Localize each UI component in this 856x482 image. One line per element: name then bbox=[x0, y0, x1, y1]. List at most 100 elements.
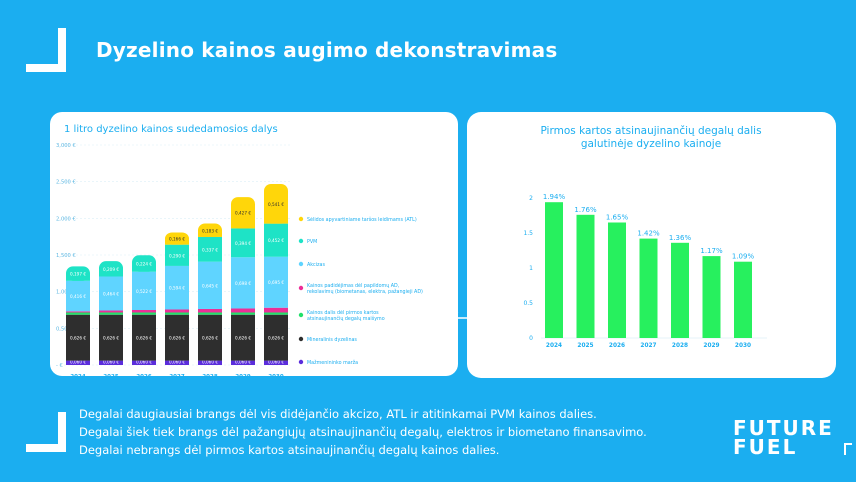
stack-segment bbox=[231, 314, 255, 361]
logo-mark-icon bbox=[843, 443, 852, 455]
data-label: 0,209 € bbox=[103, 267, 119, 272]
y-tick-label: 0 bbox=[529, 335, 533, 342]
data-label: 0,452 € bbox=[268, 238, 284, 243]
brand-logo-line-1: FUTURE bbox=[733, 416, 834, 440]
data-label: 1.65% bbox=[606, 214, 629, 222]
right-chart-panel: Pirmos kartos atsinaujinančių degalų dal… bbox=[467, 112, 836, 378]
legend-label: PVM bbox=[307, 239, 317, 245]
data-label: 1.76% bbox=[574, 206, 597, 214]
stack-segment-fill bbox=[132, 262, 156, 272]
data-label: 0,594 € bbox=[169, 286, 185, 291]
stack-segment bbox=[198, 308, 222, 313]
stack-segment bbox=[231, 312, 255, 315]
stack-segment bbox=[198, 261, 222, 309]
legend-label: rekolavimų (biometanas, elektra, pažangi… bbox=[307, 288, 423, 295]
footer-notes: Degalai daugiausiai brangs dėl vis didėj… bbox=[79, 405, 647, 459]
y-tick-label: 1,500 € bbox=[56, 253, 76, 259]
stack-segment bbox=[231, 308, 255, 313]
y-tick-label: - € bbox=[56, 363, 63, 369]
x-tick-label: 2030 bbox=[735, 343, 751, 349]
y-tick-label: 2,500 € bbox=[56, 180, 76, 186]
data-label: 0,060 € bbox=[70, 360, 86, 365]
x-tick-label: 2024 bbox=[70, 374, 85, 380]
data-label: 0,183 € bbox=[202, 228, 218, 233]
stack-segment bbox=[198, 360, 222, 365]
x-tick-label: 2027 bbox=[640, 343, 656, 349]
y-tick-label: 1 bbox=[529, 265, 533, 272]
stack-segment bbox=[264, 312, 288, 315]
data-label: 0,060 € bbox=[169, 360, 185, 365]
data-label: 0,337 € bbox=[202, 247, 218, 252]
stack-segment bbox=[132, 271, 156, 310]
data-label: 0,626 € bbox=[268, 336, 284, 341]
stack-segment bbox=[264, 256, 288, 308]
data-label: 0,394 € bbox=[235, 241, 251, 246]
data-label: 1.09% bbox=[732, 253, 755, 261]
x-tick-label: 2030 bbox=[268, 374, 283, 380]
stack-segment-fill bbox=[165, 239, 189, 245]
y-tick-label: 0.5 bbox=[523, 300, 533, 307]
legend-marker bbox=[298, 216, 304, 222]
stack-segment bbox=[66, 280, 90, 312]
left-chart-title: 1 litro dyzelino kainos sudedamosios dal… bbox=[64, 124, 278, 135]
legend-label: Kainos padidėjimas dėl papildomų AD, bbox=[307, 283, 400, 289]
stack-segment bbox=[165, 244, 189, 266]
stack-segment bbox=[66, 314, 90, 361]
bar bbox=[639, 238, 658, 338]
stack-segment bbox=[66, 311, 90, 313]
data-label: 1.94% bbox=[543, 193, 566, 201]
page-title: Dyzelino kainos augimo dekonstravimas bbox=[96, 38, 558, 62]
stack-segment bbox=[198, 236, 222, 262]
legend-marker bbox=[298, 336, 304, 342]
data-label: 0,427 € bbox=[235, 211, 251, 216]
legend-label: atsinaujinančių degalų maišymo bbox=[307, 315, 385, 322]
y-tick-label: 1.5 bbox=[523, 230, 533, 237]
stack-segment bbox=[99, 310, 123, 313]
bar bbox=[608, 222, 626, 338]
stack-segment bbox=[99, 276, 123, 311]
stack-segment-fill bbox=[231, 204, 255, 229]
stack-segment bbox=[231, 257, 255, 309]
data-label: 0,224 € bbox=[136, 262, 152, 267]
legend-marker bbox=[298, 312, 304, 318]
stack-segment bbox=[99, 360, 123, 365]
data-label: 0,060 € bbox=[103, 360, 119, 365]
x-tick-label: 2029 bbox=[235, 374, 250, 380]
stack-segment bbox=[231, 360, 255, 365]
data-label: 0,197 € bbox=[70, 272, 86, 277]
stack-segment bbox=[264, 307, 288, 313]
corner-mark-top bbox=[26, 28, 70, 72]
stack-segment bbox=[264, 360, 288, 365]
x-tick-label: 2027 bbox=[169, 374, 184, 380]
x-tick-label: 2028 bbox=[202, 374, 217, 380]
footer-line: Degalai daugiausiai brangs dėl vis didėj… bbox=[79, 407, 597, 421]
x-tick-label: 2025 bbox=[103, 374, 118, 380]
bar bbox=[671, 242, 689, 338]
stack-segment bbox=[198, 312, 222, 315]
data-label: 1.36% bbox=[669, 234, 692, 242]
stack-segment bbox=[132, 360, 156, 365]
stack-segment bbox=[132, 312, 156, 315]
stack-segment bbox=[132, 314, 156, 361]
legend-marker bbox=[298, 359, 304, 365]
bar bbox=[545, 202, 563, 338]
legend-label: Akcizas bbox=[307, 262, 325, 268]
data-label: 1.42% bbox=[637, 230, 660, 238]
stack-segment bbox=[165, 360, 189, 365]
data-label: 0,166 € bbox=[169, 237, 185, 242]
data-label: 0,060 € bbox=[235, 360, 251, 365]
data-label: 0,626 € bbox=[235, 336, 251, 341]
data-label: 0,626 € bbox=[103, 336, 119, 341]
legend-label: Sėlidos apyvartiniame taršos leidimams (… bbox=[307, 216, 417, 223]
stack-segment bbox=[66, 360, 90, 365]
data-label: 0,698 € bbox=[235, 281, 251, 286]
stack-segment bbox=[264, 223, 288, 257]
x-tick-label: 2028 bbox=[672, 343, 688, 349]
stack-segment-fill bbox=[198, 230, 222, 237]
legend-label: Kainos dalis dėl pirmos kartos bbox=[307, 310, 379, 316]
stack-segment bbox=[165, 314, 189, 361]
brand-logo-line-2: FUEL bbox=[733, 435, 798, 459]
stack-segment bbox=[165, 265, 189, 310]
stack-segment bbox=[99, 312, 123, 315]
